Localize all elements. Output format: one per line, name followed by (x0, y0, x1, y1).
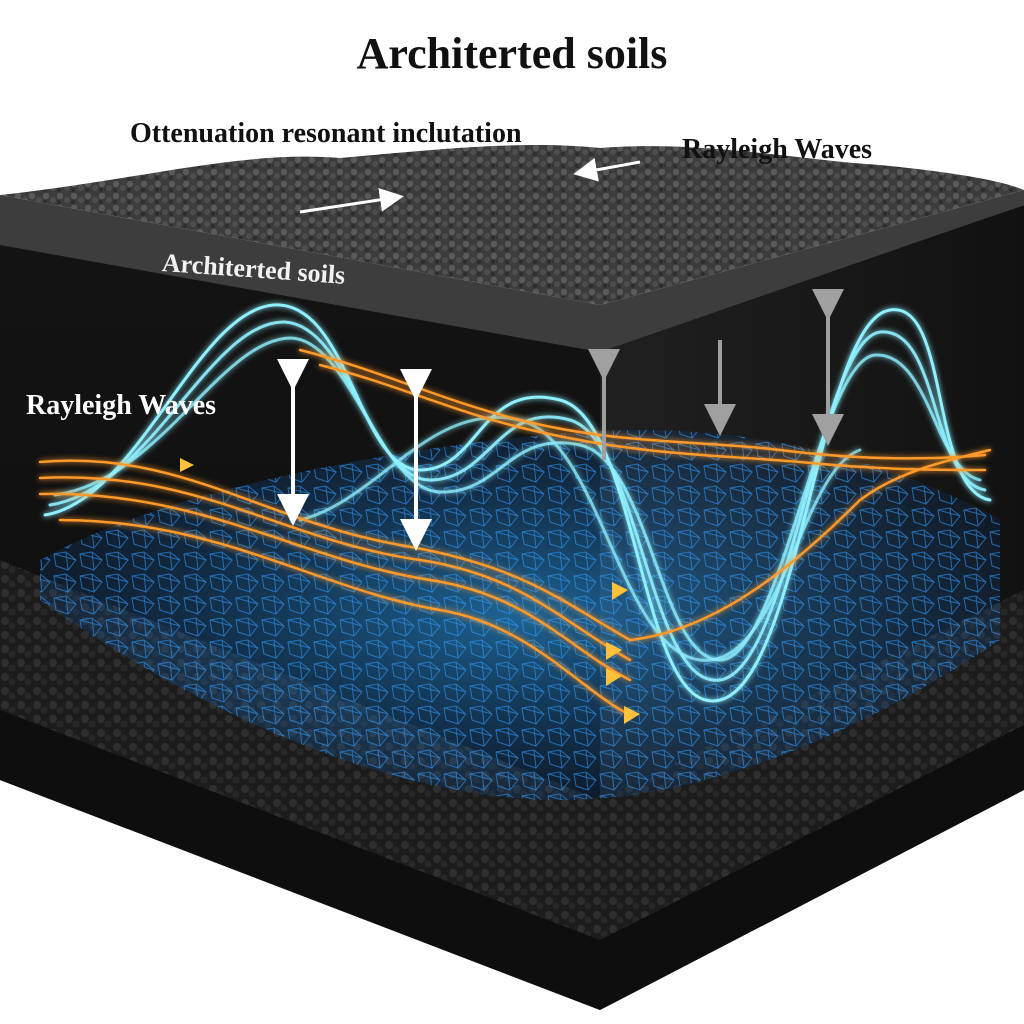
orange-flow-3 (38, 492, 632, 682)
surface-arrow (573, 158, 641, 182)
rayleigh-wave-3 (53, 336, 982, 662)
label-rayleigh-side: Rayleigh Waves (26, 390, 217, 421)
flow-arrow-icon (606, 668, 622, 686)
top-slab-edge (0, 190, 1024, 352)
orange-flow-4 (58, 518, 632, 717)
flow-arrowheads (180, 458, 640, 724)
flow-arrow-icon (180, 458, 194, 472)
top-surface (0, 145, 1024, 305)
diagram-title: Architerted soils (356, 29, 668, 78)
displacement-arrows (277, 158, 844, 551)
gravel-layer (0, 560, 1024, 940)
bottom-stratum (0, 710, 1024, 1010)
orange-flow-7 (628, 448, 992, 642)
surface-arrow (299, 187, 404, 214)
flow-arrow-icon (624, 706, 640, 724)
label-attenuation: Ottenuation resonant inclutation (130, 118, 522, 149)
flow-arrow-icon (612, 582, 628, 600)
label-rayleigh-top: Rayleigh Waves (682, 134, 873, 165)
rayleigh-wave-1 (43, 303, 992, 703)
orange-flow-2 (38, 476, 632, 662)
orange-flow-1 (38, 459, 632, 642)
flow-arrow-icon (606, 642, 622, 660)
